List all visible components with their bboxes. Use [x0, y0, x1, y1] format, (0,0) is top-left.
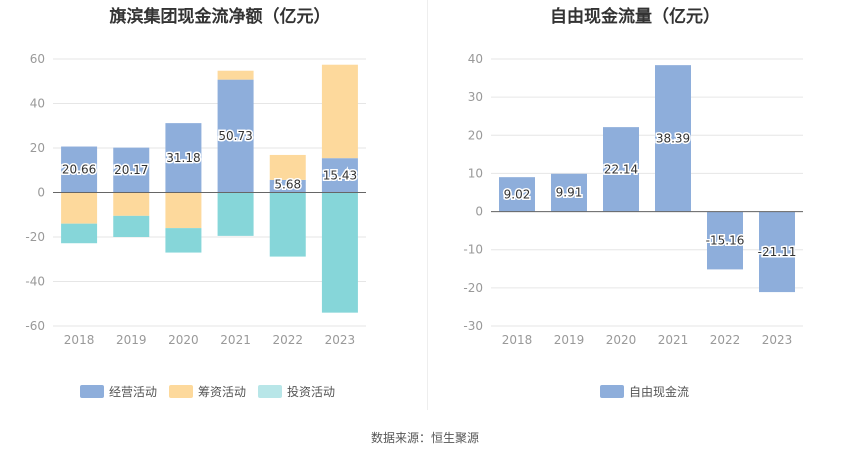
left-bar-operating	[269, 179, 306, 193]
right-y-tick-label: 40	[468, 52, 483, 66]
left-data-label: 20.17	[114, 163, 148, 177]
right-data-label: 38.39	[656, 131, 690, 145]
right-bar-fcf	[707, 211, 743, 270]
left-data-label: 20.66	[62, 163, 96, 177]
left-bar-investing	[113, 215, 150, 237]
left-bar-operating	[321, 158, 358, 193]
left-bar-financing	[61, 192, 98, 224]
left-y-tick-label: -40	[25, 275, 45, 289]
right-y-tick-label: 0	[475, 205, 483, 219]
left-y-tick-label: 40	[30, 97, 45, 111]
right-chart-title: 自由现金流量（亿元）	[550, 7, 720, 27]
left-y-tick-label: 20	[30, 141, 45, 155]
left-x-tick-label: 2018	[64, 333, 95, 347]
left-data-label: 15.43	[323, 168, 357, 182]
left-bar-financing	[321, 64, 358, 159]
left-x-tick-label: 2023	[325, 333, 356, 347]
left-bar-operating	[165, 123, 202, 193]
right-chart-legend: 自由现金流	[600, 383, 701, 400]
left-x-tick-label: 2020	[168, 333, 199, 347]
left-x-tick-label: 2019	[116, 333, 147, 347]
left-bar-investing	[61, 223, 98, 244]
legend-swatch-investing	[258, 385, 283, 398]
legend-item-operating[interactable]: 经营活动	[80, 383, 157, 400]
right-x-tick-label: 2018	[502, 333, 533, 347]
left-x-tick-label: 2022	[272, 333, 303, 347]
left-bar-investing	[165, 228, 202, 253]
right-y-tick-label: -30	[463, 319, 483, 333]
right-bar-fcf	[655, 65, 691, 212]
left-bars	[61, 64, 358, 313]
right-bar-fcf	[603, 127, 639, 212]
right-y-tick-label: 10	[468, 166, 483, 180]
right-x-tick-label: 2019	[554, 333, 585, 347]
right-y-tick-label: -20	[463, 281, 483, 295]
left-chart-legend: 经营活动 筹资活动 投资活动	[80, 383, 347, 400]
right-y-tick-label: -10	[463, 243, 483, 257]
legend-swatch-fcf	[600, 385, 624, 398]
data-source-note: 数据来源：恒生聚源	[370, 431, 479, 445]
left-bar-operating	[113, 147, 150, 193]
left-bar-financing	[217, 70, 254, 80]
right-data-label: 9.91	[556, 186, 583, 200]
left-y-tick-label: -20	[25, 230, 45, 244]
left-y-tick-label: 0	[37, 186, 45, 200]
left-bar-financing	[269, 154, 306, 180]
right-data-label: 22.14	[604, 162, 638, 176]
right-x-tick-label: 2022	[710, 333, 741, 347]
legend-label-financing: 筹资活动	[198, 385, 247, 399]
left-bar-investing	[321, 192, 358, 313]
left-chart-title: 旗滨集团现金流净额（亿元）	[109, 7, 331, 27]
legend-label-operating: 经营活动	[109, 385, 158, 399]
right-y-tick-label: 30	[468, 90, 483, 104]
legend-item-fcf[interactable]: 自由现金流	[600, 383, 689, 400]
right-bars	[499, 65, 795, 293]
left-bar-investing	[269, 192, 306, 257]
legend-item-investing[interactable]: 投资活动	[258, 383, 335, 400]
legend-label-investing: 投资活动	[287, 385, 336, 399]
right-bar-fcf	[551, 173, 587, 212]
left-data-label: 5.68	[274, 178, 301, 192]
right-x-tick-label: 2023	[762, 333, 793, 347]
right-data-label: -21.11	[758, 245, 797, 259]
left-bar-financing	[113, 192, 150, 216]
right-bar-fcf	[499, 177, 535, 212]
left-bar-operating	[217, 79, 254, 193]
left-data-label: 50.73	[218, 129, 252, 143]
left-y-tick-label: -60	[25, 319, 45, 333]
right-bar-fcf	[759, 211, 795, 293]
left-data-label: 31.18	[166, 151, 200, 165]
left-y-tick-label: 60	[30, 52, 45, 66]
legend-swatch-operating	[80, 385, 104, 398]
right-data-label: 9.02	[504, 187, 531, 201]
left-x-tick-label: 2021	[220, 333, 251, 347]
right-data-label: -15.16	[706, 233, 745, 247]
right-x-tick-label: 2020	[606, 333, 637, 347]
panel-divider	[427, 0, 428, 410]
left-bar-operating	[61, 146, 98, 193]
legend-swatch-financing	[169, 385, 194, 398]
right-x-tick-label: 2021	[658, 333, 689, 347]
left-bar-financing	[165, 192, 202, 229]
legend-label-fcf: 自由现金流	[629, 385, 690, 399]
legend-item-financing[interactable]: 筹资活动	[169, 383, 246, 400]
left-bar-investing	[217, 192, 254, 236]
right-y-tick-label: 20	[468, 128, 483, 142]
